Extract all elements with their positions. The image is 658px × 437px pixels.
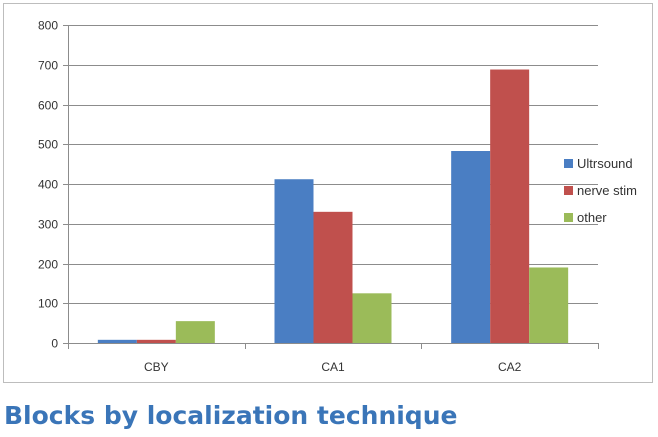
y-tick-label: 700 (38, 59, 58, 73)
legend: Ultrsound nerve stim other (564, 156, 637, 225)
bar-ultrsound-ca2 (451, 151, 491, 343)
bar-nerve-stim-ca1 (313, 211, 353, 343)
y-tick-label: 100 (38, 297, 58, 311)
y-tick-label: 800 (38, 19, 58, 33)
bar-ultrsound-cby (97, 339, 137, 343)
y-tick-label: 600 (38, 99, 58, 113)
bar-other-ca1 (352, 293, 392, 343)
legend-label: other (577, 210, 607, 225)
axes: 0 100 200 300 400 500 600 700 800 CBY CA1 CA2 (38, 19, 599, 374)
bar-nerve-stim-ca2 (490, 69, 530, 344)
y-tick-label: 300 (38, 218, 58, 232)
bar-other-cby (175, 321, 215, 343)
legend-swatch (564, 186, 573, 195)
chart-caption: Blocks by localization technique (4, 401, 458, 430)
bar-nerve-stim-cby (136, 339, 176, 343)
y-tick-label: 500 (38, 138, 58, 152)
y-tick-label: 200 (38, 258, 58, 272)
x-tick-label: CBY (144, 360, 169, 374)
x-tick-label: CA1 (321, 360, 345, 374)
legend-label: nerve stim (577, 183, 637, 198)
y-tick-label: 0 (51, 337, 58, 351)
bar-other-ca2 (529, 267, 569, 343)
y-tick-label: 400 (38, 178, 58, 192)
legend-label: Ultrsound (577, 156, 633, 171)
legend-swatch (564, 213, 573, 222)
x-tick-label: CA2 (498, 360, 522, 374)
legend-swatch (564, 159, 573, 168)
bar-ultrsound-ca1 (274, 179, 314, 343)
bars (97, 69, 569, 344)
